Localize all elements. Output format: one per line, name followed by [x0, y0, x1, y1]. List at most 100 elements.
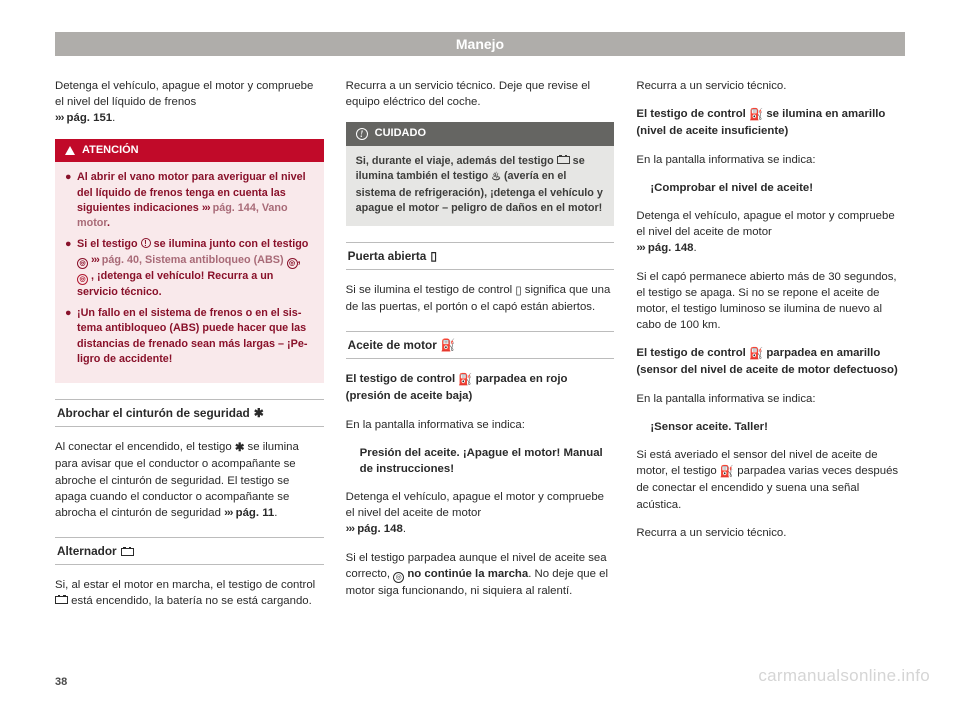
heading-text: Alternador [57, 543, 117, 560]
page-number: 38 [55, 676, 67, 688]
battery-icon [55, 596, 68, 604]
text: Si se ilumina el testigo de control [346, 284, 516, 296]
oil-icon: ⛽ [441, 337, 456, 354]
paragraph: Si el capó permanece abierto más de 30 s… [636, 269, 905, 334]
seatbelt-icon: ✱ [235, 440, 245, 456]
paragraph-bold: El testigo de control ⛽ se ilumina en am… [636, 106, 905, 139]
column-3: Recurra a un servicio técnico. El testig… [636, 78, 905, 621]
text: Detenga el vehículo, apague el motor y c… [55, 80, 313, 108]
text: El testigo de control [346, 373, 459, 385]
text: Al abrir el vano motor para averiguar el… [77, 170, 314, 231]
section-heading: Abrochar el cinturón de seguridad ✱ [55, 399, 324, 427]
display-message: Presión del aceite. ¡Apague el motor! Ma… [346, 445, 615, 477]
coolant-icon: ♨ [491, 170, 501, 185]
paragraph: Recurra a un servicio técnico. [636, 78, 905, 94]
oil-icon: ⛽ [749, 107, 763, 123]
bullet-dot: ● [65, 306, 77, 367]
box-header: ! CUIDADO [346, 122, 615, 146]
caution-box: ! CUIDADO Si, durante el viaje, además d… [346, 122, 615, 226]
stop-icon: ◎ [393, 572, 404, 583]
text: Si el testigo se ilumina junto con el te… [77, 237, 314, 300]
t: Si el testigo [77, 238, 141, 250]
text: . [403, 523, 406, 535]
page-ref: pág. 148 [645, 242, 694, 254]
t: . [107, 217, 110, 229]
paragraph: Al conectar el encendido, el testigo ✱ s… [55, 439, 324, 521]
seatbelt-icon: ✱ [254, 405, 264, 422]
paragraph: Detenga el vehículo, apague el motor y c… [636, 208, 905, 257]
text: . [693, 242, 696, 254]
watermark: carmanualsonline.info [758, 666, 930, 686]
section-heading: Alternador [55, 537, 324, 565]
column-2: Recurra a un servicio técnico. Deje que … [346, 78, 615, 621]
oil-icon: ⛽ [749, 346, 763, 362]
paragraph: Detenga el vehículo, apague el motor y c… [346, 489, 615, 538]
page-ref: pág. 11 [232, 507, 274, 519]
paragraph: Recurra a un servicio técnico. Deje que … [346, 78, 615, 110]
caution-icon: ! [356, 128, 368, 140]
brake-warning-icon [141, 238, 151, 248]
attention-box: ATENCIÓN ● Al abrir el vano motor para a… [55, 139, 324, 384]
ref-chevrons: ››› [91, 254, 99, 266]
battery-icon [121, 548, 134, 556]
oil-icon: ⛽ [458, 372, 472, 388]
bullet-item: ● ¡Un fallo en el sistema de frenos o en… [65, 306, 314, 367]
text: Al conectar el encendido, el testigo [55, 441, 235, 453]
oil-icon: ⛽ [720, 464, 734, 480]
heading-text: Abrochar el cinturón de seguridad [57, 405, 250, 422]
paragraph: Si se ilumina el testigo de control ▯ si… [346, 282, 615, 315]
battery-icon [557, 156, 570, 164]
abs-icon: ◎ [77, 258, 88, 269]
box-title: ATENCIÓN [82, 143, 139, 159]
ref-chevrons: ››› [202, 202, 210, 214]
ref-chevrons: ››› [346, 523, 354, 535]
manual-page: Manejo Detenga el vehículo, apague el mo… [0, 0, 960, 708]
display-message: ¡Sensor aceite. Taller! [636, 419, 905, 435]
paragraph: Si, al estar el motor en marcha, el test… [55, 577, 324, 609]
paragraph: Detenga el vehículo, apague el motor y c… [55, 78, 324, 127]
paragraph: En la pantalla informativa se indica: [636, 152, 905, 168]
section-heading: Aceite de motor ⛽ [346, 331, 615, 359]
text: está encendido, la batería no se está ca… [68, 595, 312, 607]
bullet-dot: ● [65, 170, 77, 231]
abs-icon: ◎ [287, 258, 298, 269]
paragraph-bold: El testigo de control ⛽ parpadea en amar… [636, 345, 905, 378]
content-columns: Detenga el vehículo, apague el motor y c… [55, 78, 905, 621]
text: ¡Un fallo en el sistema de frenos o en e… [77, 306, 314, 367]
brake-icon: ◎ [77, 274, 88, 285]
heading-text: Puerta abierta [348, 248, 427, 265]
display-message: ¡Comprobar el nivel de aceite! [636, 180, 905, 196]
text: . [112, 112, 115, 124]
bullet-item: ● Si el testigo se ilumina junto con el … [65, 237, 314, 300]
box-header: ATENCIÓN [55, 139, 324, 163]
t: , ¡detenga el vehículo! Recurra a un ser… [77, 270, 273, 298]
ref-chevrons: ››› [636, 242, 644, 254]
section-heading: Puerta abierta ▯ [346, 242, 615, 270]
page-header: Manejo [55, 32, 905, 56]
door-open-icon: ▯ [430, 248, 437, 265]
bullet-item: ● Al abrir el vano motor para averiguar … [65, 170, 314, 231]
text: El testigo de control [636, 108, 749, 120]
paragraph-bold: El testigo de control ⛽ parpadea en rojo… [346, 371, 615, 404]
page-ref: pág. 151 [63, 112, 112, 124]
text: Detenga el vehículo, apague el motor y c… [636, 210, 894, 238]
ref-gray: pág. 40, Sistema antibloqueo (ABS) [99, 254, 287, 266]
page-ref: pág. 148 [354, 523, 403, 535]
text: Si, durante el viaje, además del testigo [356, 155, 557, 167]
text: Si, al estar el motor en marcha, el test… [55, 579, 315, 591]
text: Detenga el vehículo, apague el motor y c… [346, 491, 604, 519]
warning-icon [65, 146, 75, 155]
column-1: Detenga el vehículo, apague el motor y c… [55, 78, 324, 621]
t: se ilumina junto con el testi­go [151, 238, 309, 250]
paragraph: En la pantalla informativa se indica: [346, 417, 615, 433]
heading-text: Aceite de motor [348, 337, 437, 354]
text: . [274, 507, 277, 519]
text-bold: no continúe la marcha [404, 568, 528, 580]
bullet-dot: ● [65, 237, 77, 300]
text: El testigo de control [636, 347, 749, 359]
box-body: Si, durante el viaje, además del testigo… [346, 146, 615, 226]
paragraph: Recurra a un servicio técnico. [636, 525, 905, 541]
paragraph: Si el testigo parpadea aunque el nivel d… [346, 550, 615, 599]
paragraph: En la pantalla informativa se indica: [636, 391, 905, 407]
box-body: ● Al abrir el vano motor para averiguar … [55, 162, 324, 383]
